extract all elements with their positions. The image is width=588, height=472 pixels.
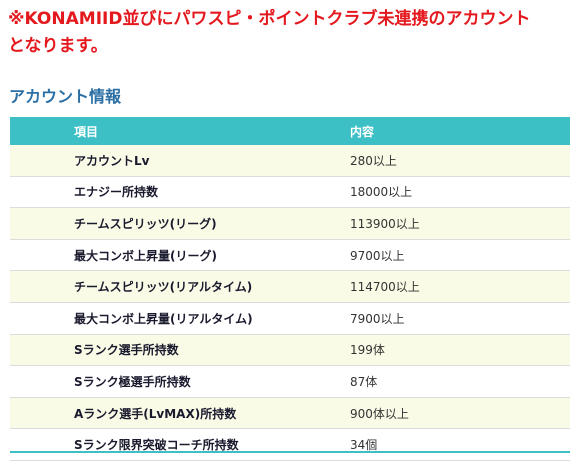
- table-row: 最大コンボ上昇量(リーグ) 9700以上: [10, 239, 570, 272]
- table-row: Sランク極選手所持数 87体: [10, 365, 570, 398]
- row-item-label: エナジー所持数: [10, 176, 350, 209]
- row-item-label: チームスピリッツ(リアルタイム): [10, 270, 350, 303]
- table-row: Sランク選手所持数 199体: [10, 334, 570, 367]
- row-value: 87体: [350, 365, 570, 398]
- row-item-label: Sランク選手所持数: [10, 334, 350, 367]
- account-info-table: 項目 内容 アカウントLv 280以上 エナジー所持数 18000以上 チームス…: [10, 117, 570, 461]
- row-item-label: 最大コンボ上昇量(リアルタイム): [10, 302, 350, 335]
- row-item-label: 最大コンボ上昇量(リーグ): [10, 239, 350, 272]
- row-value: 34個: [350, 428, 570, 461]
- notice-line-2: となります。: [8, 36, 108, 56]
- notice-line-1: ※KONAMIID並びにパワスピ・ポイントクラブ未連携のアカウント: [8, 9, 531, 29]
- table-bottom-rule: [10, 451, 570, 453]
- table-row: エナジー所持数 18000以上: [10, 176, 570, 209]
- row-item-label: チームスピリッツ(リーグ): [10, 207, 350, 240]
- table-row: チームスピリッツ(リーグ) 113900以上: [10, 207, 570, 240]
- column-header-item: 項目: [10, 117, 350, 145]
- table-row: チームスピリッツ(リアルタイム) 114700以上: [10, 270, 570, 303]
- row-item-label: Sランク極選手所持数: [10, 365, 350, 398]
- row-value: 9700以上: [350, 239, 570, 272]
- row-value: 18000以上: [350, 176, 570, 209]
- row-value: 280以上: [350, 145, 570, 177]
- row-value: 7900以上: [350, 302, 570, 335]
- table-row: アカウントLv 280以上: [10, 145, 570, 177]
- row-value: 113900以上: [350, 207, 570, 240]
- row-item-label: Sランク限界突破コーチ所持数: [10, 428, 350, 461]
- column-header-content: 内容: [350, 117, 570, 145]
- row-value: 900体以上: [350, 397, 570, 430]
- row-item-label: アカウントLv: [10, 145, 350, 177]
- table-row: 最大コンボ上昇量(リアルタイム) 7900以上: [10, 302, 570, 335]
- table-row: Sランク限界突破コーチ所持数 34個: [10, 428, 570, 461]
- row-item-label: Aランク選手(LvMAX)所持数: [10, 397, 350, 430]
- table-row: Aランク選手(LvMAX)所持数 900体以上: [10, 397, 570, 430]
- table-header-row: 項目 内容: [10, 117, 570, 145]
- notice-text: ※KONAMIID並びにパワスピ・ポイントクラブ未連携のアカウント となります。: [8, 6, 580, 60]
- section-title: アカウント情報: [9, 87, 122, 106]
- row-value: 199体: [350, 334, 570, 367]
- row-value: 114700以上: [350, 270, 570, 303]
